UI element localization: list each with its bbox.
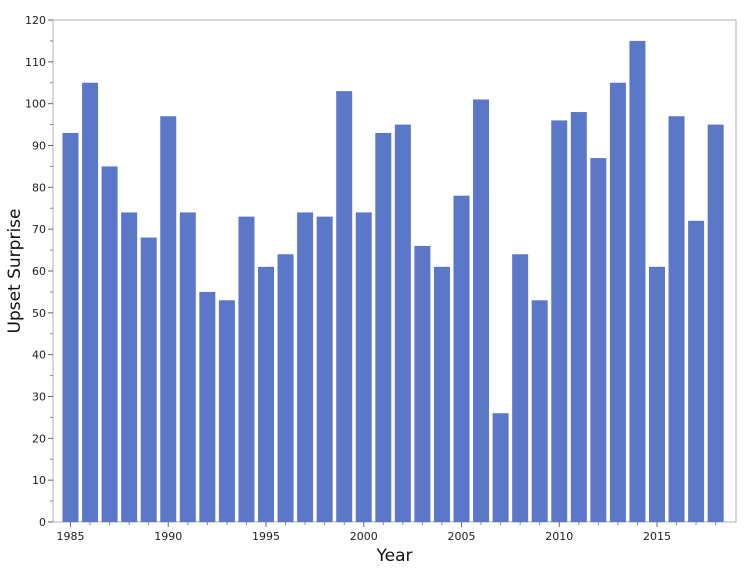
- bar-2010: [551, 120, 568, 523]
- y-axis-title: Upset Surprise: [5, 209, 25, 334]
- x-axis-title: Year: [376, 546, 413, 566]
- bar-2005: [453, 195, 470, 522]
- bar-2001: [375, 132, 392, 522]
- x-tick-label-1985: 1985: [57, 530, 85, 543]
- x-tick-label-2015: 2015: [643, 530, 671, 543]
- x-tick-label-2000: 2000: [350, 530, 378, 543]
- bar-1993: [218, 300, 235, 522]
- y-tick-label-80: 80: [32, 181, 46, 194]
- bar-2017: [688, 220, 705, 523]
- bar-2000: [355, 212, 372, 522]
- bar-1996: [277, 254, 294, 522]
- x-tick-label-1990: 1990: [154, 530, 182, 543]
- bar-2002: [394, 124, 411, 522]
- bar-1985: [62, 132, 79, 522]
- bar-2004: [433, 266, 450, 522]
- bar-2014: [629, 40, 646, 523]
- bar-1987: [101, 166, 118, 523]
- bar-2007: [492, 413, 509, 522]
- bar-1992: [199, 291, 216, 522]
- y-tick-label-90: 90: [32, 140, 46, 153]
- bar-2003: [414, 245, 431, 522]
- bar-1988: [121, 212, 138, 522]
- bar-2011: [570, 112, 587, 522]
- bar-1991: [179, 212, 196, 522]
- bar-1997: [297, 212, 314, 522]
- x-tick-label-1995: 1995: [252, 530, 280, 543]
- bar-2018: [707, 124, 724, 522]
- y-tick-label-110: 110: [25, 56, 46, 69]
- y-tick-label-120: 120: [25, 14, 46, 27]
- y-tick-label-40: 40: [32, 349, 46, 362]
- bar-2016: [668, 116, 685, 522]
- y-tick-label-10: 10: [32, 474, 46, 487]
- x-tick-label-2005: 2005: [448, 530, 476, 543]
- bar-2009: [531, 300, 548, 522]
- bar-1989: [140, 237, 157, 522]
- y-tick-label-30: 30: [32, 391, 46, 404]
- bar-2012: [590, 158, 607, 523]
- x-tick-label-2010: 2010: [545, 530, 573, 543]
- y-tick-label-60: 60: [32, 265, 46, 278]
- bar-1990: [160, 116, 177, 522]
- x-axis: 1985 1990 1995 2000 2005 2010 2015: [57, 522, 717, 543]
- bar-1998: [316, 216, 333, 522]
- bar-1994: [238, 216, 255, 522]
- y-axis: 0 10 20 30 40 50 60 70 80 90 100 110 120: [25, 14, 53, 529]
- y-tick-label-20: 20: [32, 432, 46, 445]
- bar-1999: [336, 91, 353, 523]
- bar-2008: [512, 254, 529, 522]
- bar-1986: [82, 82, 99, 522]
- y-tick-label-100: 100: [25, 98, 46, 111]
- bar-2006: [473, 99, 490, 522]
- bar-2013: [609, 82, 626, 522]
- bar-2015: [649, 266, 665, 522]
- y-tick-label-0: 0: [39, 516, 46, 529]
- y-tick-label-70: 70: [32, 223, 46, 236]
- bar-1995: [258, 266, 274, 522]
- bars-group: [62, 40, 724, 523]
- y-tick-label-50: 50: [32, 307, 46, 320]
